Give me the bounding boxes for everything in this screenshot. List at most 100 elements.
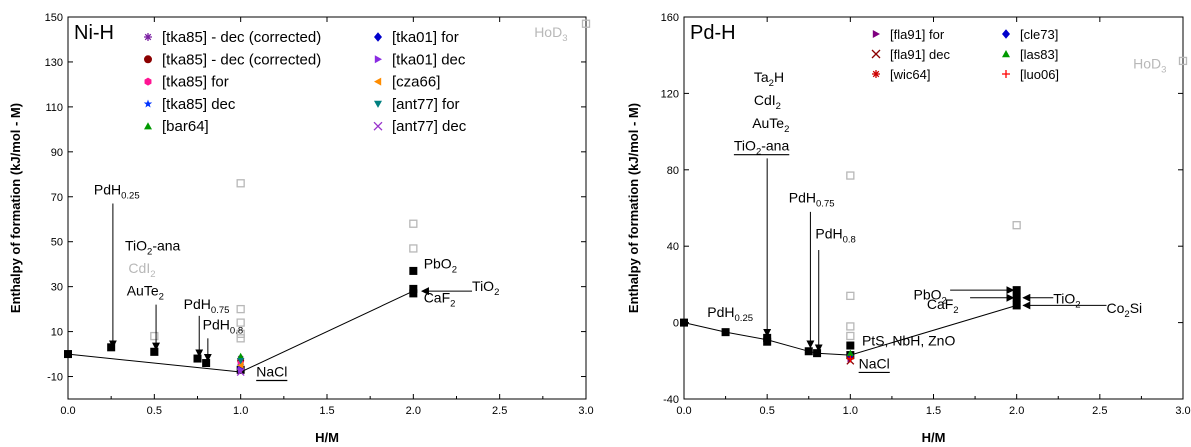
x-tick-label: 1.0 [843,405,858,417]
x-tick-label: 0.5 [147,405,162,417]
annotation-pdh0-8-subscript: 0.8 [843,235,856,246]
x-tick-label: 3.0 [578,405,593,417]
legend-label: [cle73] [1020,27,1058,42]
annotation-aute2: AuTe2 [752,115,789,135]
y-tick-label: 10 [51,327,63,339]
annotation-tio2-subscript: 2 [494,287,499,298]
gray-structure-point [846,322,855,331]
annotation-pdh0-8: PdH0.8 [815,226,855,246]
structure-point [846,341,855,350]
structure-point [409,284,418,293]
legend-marker [872,30,880,38]
annotation-caf2-subscript: 2 [450,298,455,309]
gray-structure-point [150,331,159,341]
annotation-ta2h-base: Ta [754,69,769,85]
x-tick-label: 1.0 [233,405,248,417]
panel-ni-h: 0.0 0.5 1.0 1.5 2.0 2.5 3.0 -10 10 30 50 70 90 110 130… [8,12,594,445]
legend-marker [144,122,152,130]
annotation-tio2-ana-suffix: -ana [761,138,789,154]
legend-label: [tka01] dec [392,51,466,68]
gray-structure-point [846,291,855,301]
annotation-cdi2: CdI2 [128,260,155,280]
annotation-pdh0-8-base: PdH [815,226,842,242]
annotation-pdh0-25-base: PdH [94,182,121,198]
annotation-pdh0-25: PdH0.25 [94,182,140,202]
annotation-cdi2: CdI2 [754,92,781,112]
annotation-pdh0-25-subscript: 0.25 [735,313,754,324]
y-tick-label: 90 [51,147,63,159]
legend-marker [374,55,382,64]
structure-point [107,343,116,352]
y-tick-label: 30 [51,282,63,294]
annotation-cdi2-subscript: 2 [776,101,781,112]
annotation-pbo2-subscript: 2 [942,296,947,307]
x-tick-label: 1.5 [319,405,334,417]
annotation-nacl-base: NaCl [859,355,890,371]
annotation-pbo2: PbO2 [914,287,947,307]
legend-marker [872,70,880,78]
structure-point [804,347,813,356]
legend-marker [871,49,881,59]
x-tick-label: 2.0 [1009,405,1024,417]
gray-structure-point [236,334,245,343]
annotation-ta2h-subscript: 2 [769,78,774,89]
legend-label: [fla91] for [890,27,945,42]
gray-structure-point [846,331,855,341]
legend-label: [ant77] for [392,96,460,113]
annotation-pdh0-75-subscript: 0.75 [211,305,230,316]
legend-label: [luo06] [1020,67,1059,82]
annotation-tio2-ana: TiO2-ana [125,238,181,258]
x-tick-label: 2.0 [406,405,421,417]
annotation-tio2-ana-subscript: 2 [147,247,152,258]
plot-frame [67,16,587,400]
legend-label: [tka85] for [162,74,229,91]
annotation-pdh0-75: PdH0.75 [184,296,230,316]
x-tick-label: 0.0 [676,405,691,417]
annotation-aute2-subscript: 2 [159,292,164,303]
gray-structure-point [236,179,245,188]
y-tick-label: 120 [661,88,679,100]
annotation-caf2-base: CaF [927,296,953,312]
gray-structure-point [409,244,418,253]
structure-point [150,347,159,356]
annotation-pdh0-25-base: PdH [707,304,734,320]
legend-label: [bar64] [162,118,209,135]
annotation-tio2-ana-base: TiO [125,238,147,254]
annotation-tio2-ana-subscript: 2 [756,147,761,158]
annotation-hod3-subscript: 3 [562,33,567,44]
experimental-point [237,352,245,360]
legend-marker [374,77,382,86]
panel-label: Pd-H [690,22,736,44]
annotation-co2si-subscript: 2 [1124,309,1129,320]
annotation-pbo2-subscript: 2 [452,265,457,276]
y-tick-label: 40 [667,241,679,253]
annotation-pts-nbh-zno: PtS, NbH, ZnO [862,333,955,349]
y-tick-label: 110 [45,102,63,114]
x-axis-label: H/M [315,430,339,445]
gray-structure-point [1012,221,1021,230]
legend-marker [1002,70,1010,78]
legend-label: [las83] [1020,47,1058,62]
x-tick-label: 1.5 [926,405,941,417]
annotation-tio2-ana-suffix: -ana [152,238,180,254]
annotation-nacl: NaCl [256,364,287,380]
legend-marker [1002,29,1010,39]
legend-label: [tka85] - dec (corrected) [162,51,321,68]
gray-structure-point [236,304,245,314]
structure-point [763,337,772,346]
annotation-tio2: TiO2 [1053,291,1080,311]
annotation-tio2-ana-base: TiO [734,138,756,154]
y-tick-label: 70 [51,192,63,204]
annotation-pdh0-75-subscript: 0.75 [816,198,835,209]
legend-label: [ant77] dec [392,118,467,135]
structure-point [721,328,730,337]
annotation-pdh0-25: PdH0.25 [707,304,753,324]
structure-point [64,350,72,359]
annotation-tio2-base: TiO [1053,291,1075,307]
structure-point [1012,301,1021,310]
gray-structure-point [581,19,591,28]
annotation-pbo2: PbO2 [424,256,457,276]
panel-pd-h: 0.0 0.5 1.0 1.5 2.0 2.5 3.0 -40 0 40 80 120 160 H/M En… [626,12,1191,445]
legend-label: [tka01] for [392,29,459,46]
